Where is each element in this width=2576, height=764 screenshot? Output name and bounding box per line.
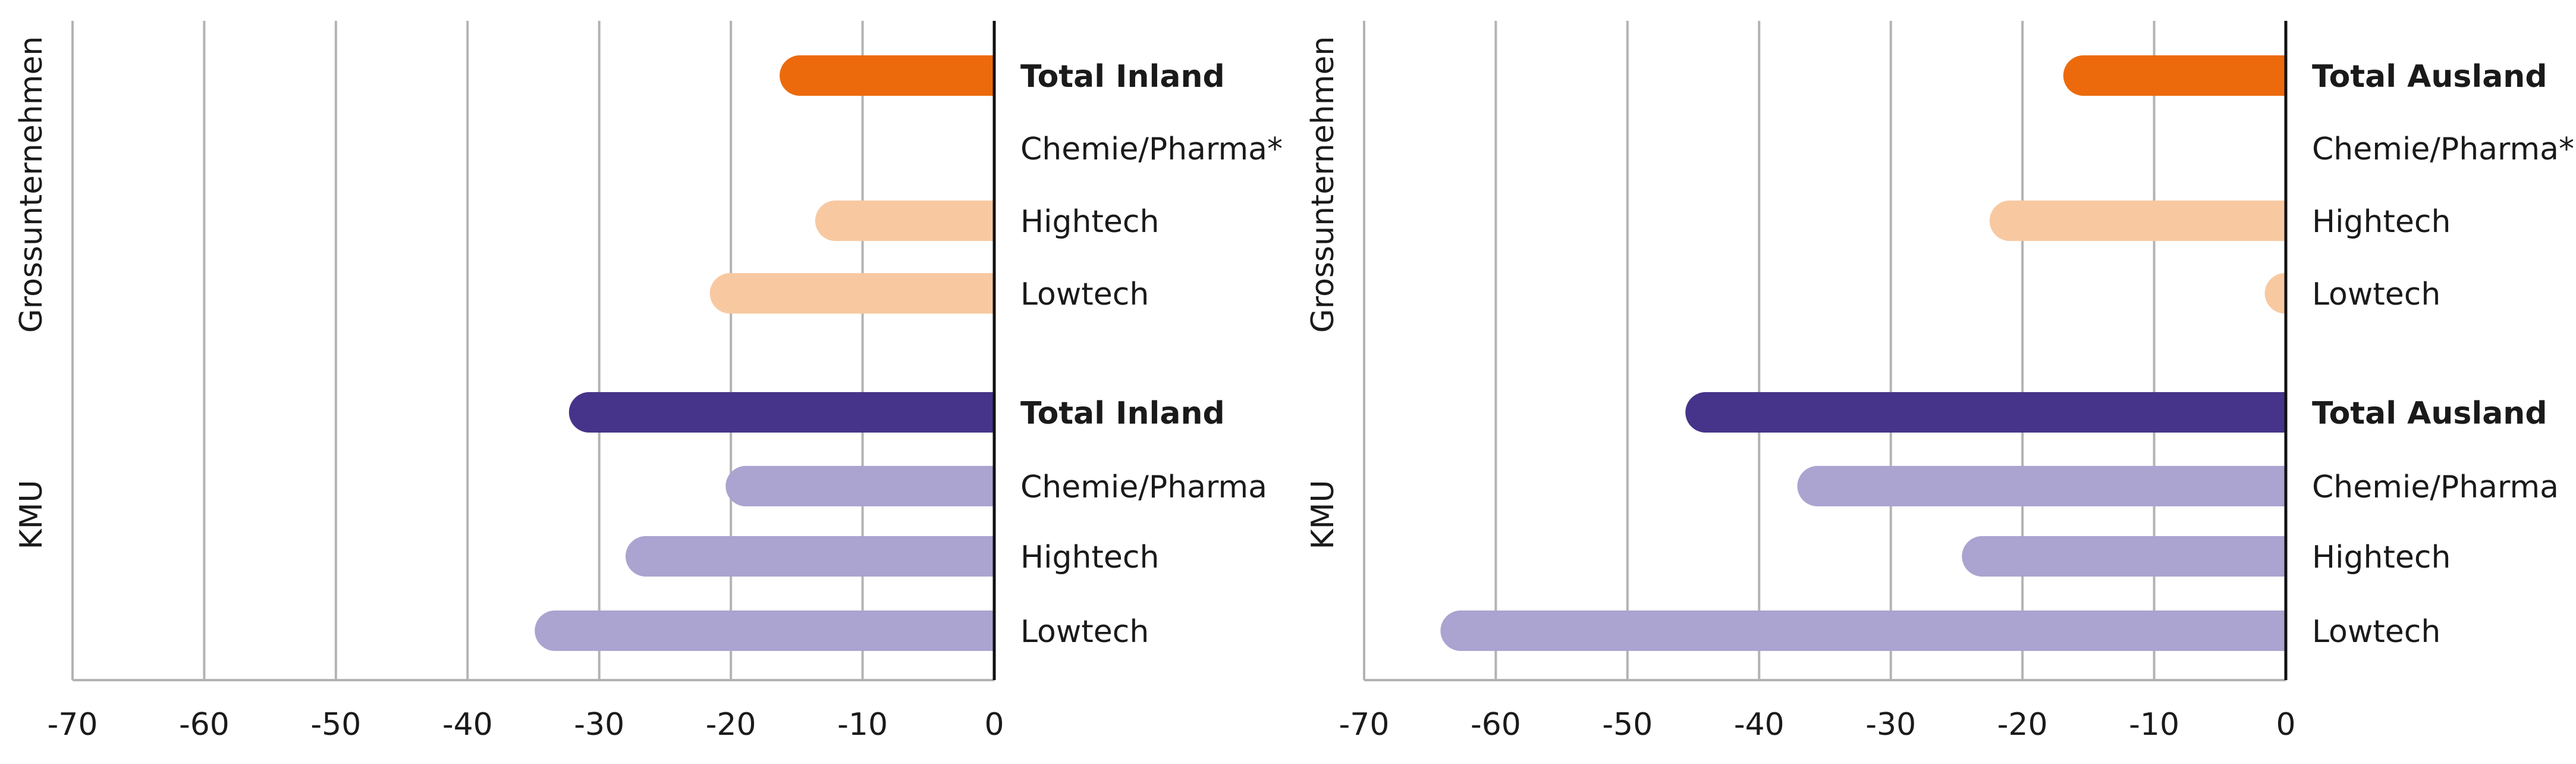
bar <box>626 536 994 577</box>
bar-chart-panel-1: -70 -60 -50 -40 -30 -20 -10 0 Grossunternehmen To… <box>14 21 1283 743</box>
x-tick-label: -30 <box>1865 707 1916 743</box>
bar <box>568 392 994 433</box>
category-label: Total Ausland <box>2312 396 2547 431</box>
category-label: Hightech <box>2312 540 2451 575</box>
category-label: Hightech <box>2312 204 2451 240</box>
x-tick-label: -10 <box>837 707 888 743</box>
category-label: Lowtech <box>2312 614 2440 650</box>
category-label: Lowtech <box>1020 277 1149 312</box>
x-tick-label: -40 <box>1734 707 1785 743</box>
x-tick-label: -60 <box>1471 707 1521 743</box>
bar <box>2063 55 2286 96</box>
group-label: Grossunternehmen <box>14 36 49 333</box>
bar <box>725 466 994 506</box>
category-label: Hightech <box>1020 540 1159 575</box>
group-label: KMU <box>14 480 49 549</box>
x-tick-label: -10 <box>2129 707 2179 743</box>
bar <box>1440 610 2286 651</box>
x-tick-label: -20 <box>1997 707 2048 743</box>
category-label: Lowtech <box>2312 277 2440 312</box>
bar <box>780 55 994 96</box>
bar <box>535 610 994 651</box>
category-label: Chemie/Pharma <box>2312 469 2559 505</box>
x-tick-label: -20 <box>706 707 756 743</box>
x-tick-label: 0 <box>2276 707 2295 743</box>
bar <box>2264 273 2286 314</box>
category-label: Chemie/Pharma <box>1020 469 1267 505</box>
category-label: Hightech <box>1020 204 1159 240</box>
group-label: Grossunternehmen <box>1305 36 1341 333</box>
x-tick-label: -60 <box>179 707 230 743</box>
bar <box>709 273 994 314</box>
x-tick-label: -50 <box>1602 707 1653 743</box>
category-label: Chemie/Pharma* <box>1020 131 1283 167</box>
group-label: KMU <box>1305 480 1341 549</box>
category-label: Chemie/Pharma* <box>2312 131 2574 167</box>
x-tick-label: 0 <box>984 707 1004 743</box>
category-label: Total Inland <box>1020 59 1225 95</box>
category-label: Lowtech <box>1020 614 1149 650</box>
x-tick-label: -40 <box>442 707 493 743</box>
bar <box>815 201 994 241</box>
category-label: Total Ausland <box>2312 59 2547 95</box>
category-label: Total Inland <box>1020 396 1225 431</box>
x-tick-label: -70 <box>48 707 98 743</box>
x-tick-label: -70 <box>1339 707 1390 743</box>
bar <box>1989 201 2286 241</box>
bar <box>1685 392 2286 433</box>
x-tick-label: -30 <box>574 707 624 743</box>
bar-chart-panel-2: -70 -60 -50 -40 -30 -20 -10 0 Grossunternehmen To… <box>1305 21 2574 743</box>
bar <box>1962 536 2286 577</box>
x-tick-label: -50 <box>310 707 361 743</box>
bar <box>1797 466 2286 506</box>
